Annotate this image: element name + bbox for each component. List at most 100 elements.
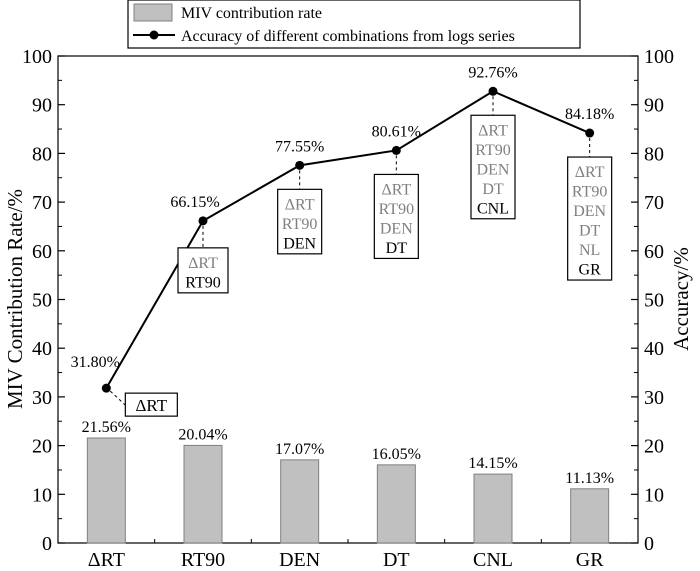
x-tick-label: GR: [576, 549, 604, 571]
accuracy-value-label: 31.80%: [71, 354, 120, 371]
combination-box: ΔRT RT90 DEN DT NL GR: [567, 138, 613, 281]
x-tick-label: ΔRT: [88, 549, 125, 571]
y-tick-label-right: 70: [644, 192, 664, 214]
plot-frame: [57, 55, 639, 544]
combination-box: ΔRT RT90 DEN DT CNL: [470, 96, 516, 220]
bar: [183, 444, 223, 544]
legend-bar-swatch: [133, 3, 173, 22]
y-tick-label-left: 10: [32, 484, 52, 506]
combination-box: ΔRT RT90 DEN: [277, 170, 323, 255]
legend: MIV contribution rate Accuracy of differe…: [127, 0, 581, 49]
combination-log-previous: DEN: [573, 203, 606, 220]
legend-line-label: Accuracy of different combinations from …: [181, 28, 515, 45]
bar-value-label: 21.56%: [82, 419, 131, 436]
combination-log-previous: ΔRT: [188, 255, 218, 272]
accuracy-value-label: 84.18%: [565, 106, 614, 123]
x-tick-label: CNL: [473, 549, 513, 571]
y-tick-label-left: 80: [32, 143, 52, 165]
combination-box-frame: [373, 173, 419, 260]
y-tick-label-left: 100: [22, 46, 52, 68]
combination-box-frame: [470, 114, 516, 220]
combination-log-previous: DT: [579, 223, 601, 240]
accuracy-line: [105, 90, 591, 389]
combination-log-previous: ΔRT: [478, 122, 508, 139]
bar: [570, 488, 610, 544]
combination-log-added: GR: [579, 262, 602, 279]
y-tick-label-left: 40: [32, 338, 52, 360]
y-tick-label-right: 40: [644, 338, 664, 360]
x-tick-label: DEN: [279, 549, 320, 571]
combination-log-previous: DT: [482, 181, 504, 198]
combination-log-added: CNL: [477, 200, 509, 217]
y-tick-label-left: 0: [42, 533, 52, 555]
accuracy-point: [391, 145, 401, 155]
y-tick-label-right: 60: [644, 241, 664, 263]
bar: [473, 473, 513, 544]
y-axis-left-label: MIV Contribution Rate/%: [3, 189, 27, 409]
combination-log-previous: RT90: [572, 184, 607, 201]
y-tick-label-right: 0: [644, 533, 654, 555]
combination-log-previous: RT90: [282, 216, 317, 233]
y-tick-label-right: 90: [644, 95, 664, 117]
line-series: 31.80% 66.15% 77.55% 80.61% 92.76% 84.18%: [71, 64, 614, 393]
combination-connector: [109, 390, 126, 406]
accuracy-value-label: 80.61%: [372, 123, 421, 140]
y-tick-label-left: 90: [32, 95, 52, 117]
combination-log-previous: DEN: [477, 161, 510, 178]
combination-box-frame: [567, 156, 613, 281]
bar: [86, 437, 126, 544]
legend-frame: [127, 0, 581, 49]
y-tick-label-right: 30: [644, 387, 664, 409]
accuracy-value-label: 66.15%: [170, 194, 219, 211]
combination-box: ΔRT RT90: [177, 225, 229, 294]
y-tick-label-right: 10: [644, 484, 664, 506]
y-tick-label-left: 30: [32, 387, 52, 409]
combination-log-previous: RT90: [475, 142, 510, 159]
accuracy-point: [585, 128, 595, 138]
legend-bar-label: MIV contribution rate: [181, 5, 322, 22]
combination-log-previous: ΔRT: [381, 181, 411, 198]
combination-log-added: DT: [386, 240, 408, 257]
bar-value-label: 20.04%: [178, 426, 227, 443]
combination-log-added: DEN: [283, 235, 316, 252]
x-tick-label: DT: [383, 549, 410, 571]
combination-log-previous: RT90: [379, 201, 414, 218]
y-tick-label-right: 80: [644, 143, 664, 165]
combination-log-previous: ΔRT: [285, 196, 315, 213]
y-tick-label-right: 20: [644, 436, 664, 458]
combination-box: ΔRT RT90 DEN DT: [373, 155, 419, 260]
combination-log-added: RT90: [185, 274, 220, 291]
combination-log-added: ΔRT: [136, 396, 168, 415]
bar-value-label: 16.05%: [372, 446, 421, 463]
x-axis: ΔRT RT90 DEN DT CNL GR: [57, 536, 639, 571]
combination-log-previous: DEN: [380, 220, 413, 237]
combination-log-previous: ΔRT: [575, 164, 605, 181]
combination-log-previous: NL: [579, 242, 600, 259]
y-axis-left: 0 10 20 30 40 50 60 70 80 90 100: [22, 46, 65, 555]
y-axis-right: 0 10 20 30 40 50 60 70 80 90 100: [631, 46, 674, 555]
y-tick-label-right: 50: [644, 290, 664, 312]
x-tick-label: RT90: [181, 549, 225, 571]
accuracy-value-label: 77.55%: [275, 138, 324, 155]
legend-line-marker: [149, 30, 159, 40]
combination-box: ΔRT: [109, 390, 178, 417]
y-tick-label-right: 100: [644, 46, 674, 68]
accuracy-point: [101, 383, 111, 393]
combination-annotations: ΔRT ΔRT RT90 ΔRT RT90 DEN ΔRT RT90 DEN DT ΔRT RT90 D…: [109, 96, 613, 417]
accuracy-point: [198, 216, 208, 226]
combination-box-frame: [177, 247, 229, 294]
y-tick-label-left: 70: [32, 192, 52, 214]
plot-area: [57, 55, 639, 544]
bar-value-label: 14.15%: [468, 455, 517, 472]
y-axis-right-label: Accuracy/%: [669, 247, 693, 351]
bar-value-label: 17.07%: [275, 441, 324, 458]
combination-box-frame: [277, 188, 323, 255]
y-tick-label-left: 20: [32, 436, 52, 458]
bar-series: 21.56% 20.04% 17.07% 16.05% 14.15% 11.13%: [82, 419, 614, 544]
y-tick-label-left: 60: [32, 241, 52, 263]
bar-value-label: 11.13%: [565, 470, 614, 487]
accuracy-value-label: 92.76%: [468, 64, 517, 81]
y-tick-label-left: 50: [32, 290, 52, 312]
bar: [376, 464, 416, 544]
